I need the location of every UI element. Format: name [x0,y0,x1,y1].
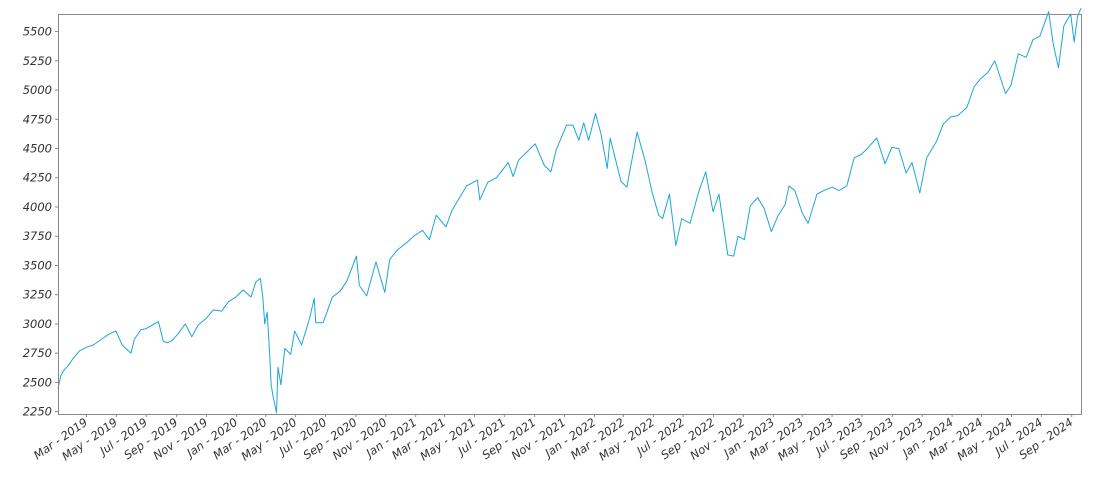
y-tick-label: 2250 [23,405,52,419]
y-tick-label: 4250 [23,171,52,185]
plot-background [58,14,1081,414]
y-tick-label: 3250 [23,288,52,302]
y-tick-label: 5500 [23,25,52,39]
y-tick-label: 4000 [23,200,52,214]
y-tick-label: 2750 [23,346,52,360]
y-tick-label: 5250 [23,54,52,68]
y-tick-label: 3750 [23,229,52,243]
y-tick-label: 4500 [23,142,52,156]
plot-frame [58,14,1082,415]
y-tick-label: 4750 [23,112,52,126]
y-tick-label: 3000 [23,317,52,331]
y-tick-label: 5000 [23,83,52,97]
series-line [57,7,1082,414]
y-tick-label: 3500 [23,258,52,272]
y-axis: 2250 2500 2750 3000 3250 3500 3750 4000 4250 4500… [23,25,58,419]
y-tick-label: 2500 [23,375,52,389]
